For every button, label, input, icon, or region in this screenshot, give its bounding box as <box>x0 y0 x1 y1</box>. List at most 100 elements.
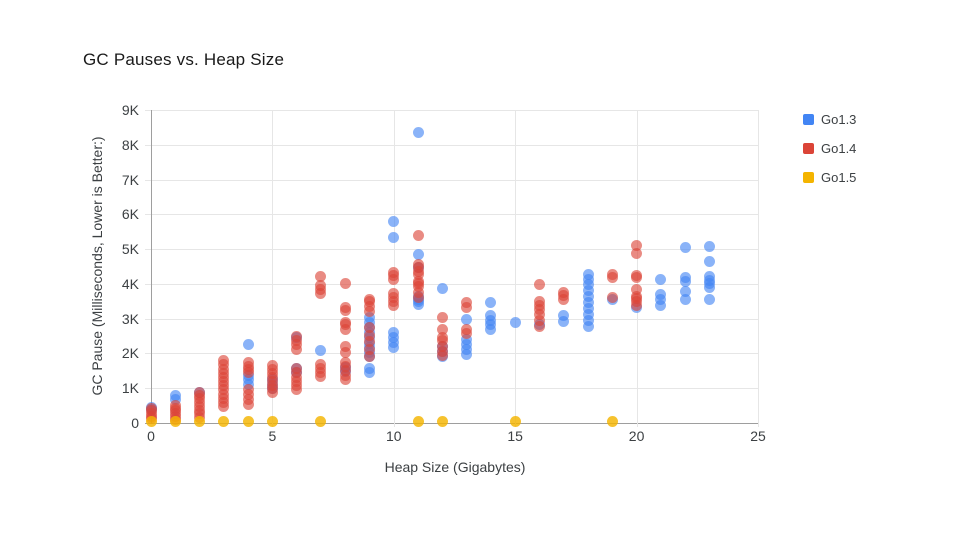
scatter-point-go1.4[interactable] <box>436 331 448 343</box>
scatter-point-go1.3[interactable] <box>703 271 715 283</box>
scatter-point-go1.4[interactable] <box>606 291 618 303</box>
scatter-point-go1.3[interactable] <box>582 314 594 326</box>
scatter-point-go1.4[interactable] <box>388 288 400 300</box>
scatter-point-go1.3[interactable] <box>412 249 424 261</box>
scatter-point-go1.4[interactable] <box>558 286 570 298</box>
scatter-point-go1.4[interactable] <box>631 290 643 302</box>
scatter-point-go1.3[interactable] <box>242 339 254 351</box>
scatter-point-go1.5[interactable] <box>412 416 424 428</box>
scatter-point-go1.5[interactable] <box>242 416 254 428</box>
scatter-point-go1.4[interactable] <box>194 386 206 398</box>
scatter-point-go1.4[interactable] <box>291 363 303 375</box>
scatter-point-go1.4[interactable] <box>533 315 545 327</box>
scatter-point-go1.3[interactable] <box>388 216 400 228</box>
scatter-point-go1.4[interactable] <box>461 324 473 336</box>
scatter-point-go1.4[interactable] <box>364 322 376 334</box>
scatter-point-go1.4[interactable] <box>412 286 424 298</box>
scatter-point-go1.3[interactable] <box>509 317 521 329</box>
scatter-point-go1.3[interactable] <box>485 297 497 309</box>
scatter-point-go1.5[interactable] <box>194 416 206 428</box>
scatter-point-go1.3[interactable] <box>315 345 327 357</box>
scatter-point-go1.3[interactable] <box>582 308 594 320</box>
legend-item-go1.3[interactable]: Go1.3 <box>803 105 856 134</box>
scatter-point-go1.3[interactable] <box>655 274 667 286</box>
scatter-point-go1.5[interactable] <box>266 416 278 428</box>
scatter-point-go1.4[interactable] <box>339 356 351 368</box>
scatter-point-go1.4[interactable] <box>436 323 448 335</box>
scatter-point-go1.4[interactable] <box>315 279 327 291</box>
scatter-point-go1.4[interactable] <box>218 355 230 367</box>
scatter-point-go1.3[interactable] <box>485 310 497 322</box>
scatter-point-go1.4[interactable] <box>533 278 545 290</box>
scatter-point-go1.3[interactable] <box>582 297 594 309</box>
scatter-point-go1.3[interactable] <box>679 294 691 306</box>
scatter-point-go1.4[interactable] <box>364 329 376 341</box>
legend-item-go1.5[interactable]: Go1.5 <box>803 163 856 192</box>
scatter-point-go1.4[interactable] <box>242 384 254 396</box>
scatter-point-go1.3[interactable] <box>388 327 400 339</box>
scatter-point-go1.4[interactable] <box>364 293 376 305</box>
scatter-point-go1.3[interactable] <box>679 286 691 298</box>
scatter-point-go1.3[interactable] <box>582 285 594 297</box>
scatter-point-go1.5[interactable] <box>436 416 448 428</box>
scatter-point-go1.4[interactable] <box>339 316 351 328</box>
scatter-point-go1.4[interactable] <box>339 278 351 290</box>
scatter-point-go1.4[interactable] <box>315 271 327 283</box>
scatter-point-go1.4[interactable] <box>606 268 618 280</box>
scatter-point-go1.4[interactable] <box>412 275 424 287</box>
scatter-point-go1.3[interactable] <box>655 288 667 300</box>
scatter-point-go1.4[interactable] <box>315 359 327 371</box>
scatter-point-go1.4[interactable] <box>412 229 424 241</box>
scatter-point-go1.3[interactable] <box>412 127 424 139</box>
scatter-point-go1.4[interactable] <box>364 344 376 356</box>
scatter-point-go1.4[interactable] <box>388 266 400 278</box>
scatter-point-go1.3[interactable] <box>388 342 400 354</box>
scatter-point-go1.3[interactable] <box>461 314 473 326</box>
scatter-point-go1.4[interactable] <box>291 330 303 342</box>
scatter-point-go1.3[interactable] <box>436 282 448 294</box>
scatter-point-go1.3[interactable] <box>582 269 594 281</box>
scatter-point-go1.4[interactable] <box>461 297 473 309</box>
scatter-point-go1.3[interactable] <box>703 241 715 253</box>
scatter-point-go1.4[interactable] <box>533 296 545 308</box>
scatter-point-go1.3[interactable] <box>679 272 691 284</box>
legend-item-go1.4[interactable]: Go1.4 <box>803 134 856 163</box>
scatter-point-go1.3[interactable] <box>461 334 473 346</box>
scatter-point-go1.4[interactable] <box>242 357 254 369</box>
scatter-point-go1.5[interactable] <box>509 416 521 428</box>
scatter-point-go1.4[interactable] <box>412 258 424 270</box>
scatter-point-go1.3[interactable] <box>364 363 376 375</box>
scatter-point-go1.4[interactable] <box>533 320 545 332</box>
scatter-point-go1.5[interactable] <box>606 416 618 428</box>
scatter-point-go1.4[interactable] <box>631 240 643 252</box>
scatter-point-go1.4[interactable] <box>339 302 351 314</box>
scatter-point-go1.3[interactable] <box>655 299 667 311</box>
scatter-point-go1.5[interactable] <box>169 416 181 428</box>
scatter-point-go1.4[interactable] <box>145 402 157 414</box>
scatter-point-go1.3[interactable] <box>582 320 594 332</box>
scatter-point-go1.4[interactable] <box>339 341 351 353</box>
scatter-point-go1.4[interactable] <box>364 336 376 348</box>
scatter-point-go1.4[interactable] <box>631 248 643 260</box>
scatter-point-go1.3[interactable] <box>582 303 594 315</box>
scatter-point-go1.4[interactable] <box>533 309 545 321</box>
scatter-point-go1.3[interactable] <box>169 390 181 402</box>
scatter-point-go1.4[interactable] <box>169 400 181 412</box>
scatter-point-go1.4[interactable] <box>364 350 376 362</box>
scatter-point-go1.4[interactable] <box>631 283 643 295</box>
scatter-point-go1.3[interactable] <box>582 291 594 303</box>
scatter-point-go1.4[interactable] <box>339 346 351 358</box>
scatter-point-go1.3[interactable] <box>388 232 400 244</box>
scatter-point-go1.4[interactable] <box>631 270 643 282</box>
scatter-point-go1.3[interactable] <box>703 256 715 268</box>
scatter-point-go1.3[interactable] <box>364 312 376 324</box>
scatter-point-go1.3[interactable] <box>558 316 570 328</box>
scatter-point-go1.5[interactable] <box>315 416 327 428</box>
scatter-point-go1.4[interactable] <box>266 360 278 372</box>
scatter-point-go1.4[interactable] <box>436 311 448 323</box>
scatter-point-go1.5[interactable] <box>145 416 157 428</box>
scatter-point-go1.5[interactable] <box>218 416 230 428</box>
scatter-point-go1.4[interactable] <box>436 340 448 352</box>
scatter-point-go1.3[interactable] <box>703 293 715 305</box>
scatter-point-go1.3[interactable] <box>558 310 570 322</box>
